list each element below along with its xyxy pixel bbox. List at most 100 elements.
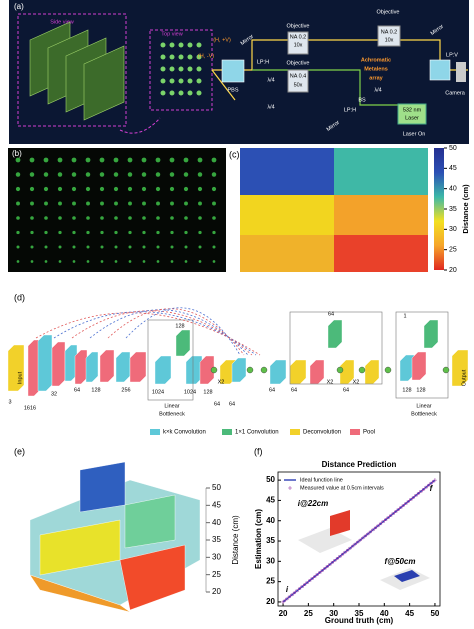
z-tick-label: 25 — [212, 570, 221, 579]
layer-block — [411, 351, 427, 381]
x-tick-label: 20 — [279, 609, 288, 618]
layer-block — [364, 359, 380, 385]
inset-focus — [330, 510, 350, 536]
focal-spot — [170, 201, 174, 206]
focal-spot — [127, 172, 133, 177]
lens — [196, 90, 202, 96]
pbs — [221, 59, 245, 83]
camera — [456, 62, 466, 82]
network-label: 128 — [203, 389, 212, 395]
focal-spot — [72, 230, 76, 235]
focal-spot — [100, 245, 104, 249]
focal-spot — [197, 172, 203, 177]
focal-spot — [86, 230, 90, 235]
focal-spot — [113, 172, 119, 177]
measured-point — [331, 559, 336, 564]
network-label: X2 — [327, 379, 334, 385]
measured-point — [402, 502, 407, 507]
depth-region — [240, 195, 334, 235]
setup-label: NA 0.2 — [290, 34, 307, 40]
setup-label: Objective — [377, 9, 400, 15]
x-tick-label: 25 — [304, 609, 313, 618]
focal-spot — [211, 172, 217, 177]
layer-block — [231, 357, 247, 383]
network-label: X2 — [353, 379, 360, 385]
measured-point — [324, 565, 329, 570]
focal-spot — [184, 216, 188, 220]
measured-point — [357, 539, 361, 544]
z-tick-label: 40 — [212, 518, 221, 527]
network-label: Bottleneck — [411, 411, 437, 417]
measured-point — [359, 537, 364, 541]
focal-spot — [43, 172, 49, 177]
network-label: 128 — [402, 387, 411, 393]
surface-facet — [79, 461, 126, 513]
focal-spot — [155, 186, 161, 192]
focal-spot — [142, 216, 146, 220]
focal-spot — [128, 201, 132, 206]
chart-title: Distance Prediction — [322, 460, 397, 469]
layer-block — [154, 355, 172, 385]
measured-point — [329, 561, 334, 566]
network-label: 64 — [229, 401, 235, 407]
focal-spot — [44, 216, 48, 220]
measured-point — [405, 500, 410, 505]
focal-spot — [43, 157, 49, 163]
measured-point — [400, 504, 405, 509]
measured-point — [384, 516, 389, 521]
focal-spot — [128, 245, 132, 249]
layer-block — [289, 359, 307, 385]
z-tick-label: 35 — [212, 535, 221, 544]
focal-spot — [29, 186, 35, 192]
network-label: 64 — [343, 387, 349, 393]
x-tick-label: 50 — [430, 609, 439, 618]
colorbar-tick-label: 40 — [449, 186, 457, 193]
view-arrow — [119, 117, 161, 134]
focal-spot — [44, 260, 48, 263]
legend-label: 1×1 Convolution — [235, 430, 279, 436]
skip-connection — [107, 308, 245, 356]
layer-block — [85, 351, 99, 383]
setup-label: Camera — [445, 90, 466, 96]
measured-point — [296, 587, 301, 592]
focal-spot — [212, 245, 216, 249]
focal-spot — [58, 216, 62, 220]
measured-point — [374, 524, 379, 529]
focal-spot — [197, 157, 203, 163]
network-label: Linear — [164, 403, 179, 409]
measured-point — [369, 528, 374, 533]
focal-spot — [114, 230, 118, 235]
focal-spot — [127, 157, 133, 163]
y-tick-label: 35 — [266, 536, 275, 545]
lens — [187, 54, 193, 60]
setup-label: NA 0.2 — [381, 29, 398, 35]
focal-spot — [30, 201, 34, 206]
lens — [178, 42, 184, 48]
focal-spot — [99, 157, 105, 163]
layer-block — [37, 334, 53, 392]
lens — [160, 42, 166, 48]
depth-region — [240, 235, 334, 272]
lens — [160, 90, 166, 96]
objective-box — [287, 69, 309, 93]
measured-point — [417, 490, 422, 495]
focal-spot — [86, 201, 90, 206]
lens — [187, 66, 193, 72]
setup-label: NA 0.4 — [290, 73, 307, 79]
network-label: 64 — [214, 401, 220, 407]
focal-spot — [29, 172, 35, 177]
lens — [178, 78, 184, 84]
focal-spot — [142, 245, 146, 249]
focal-spot — [85, 157, 91, 163]
y-tick-label: 50 — [266, 475, 275, 484]
layer-block — [51, 341, 66, 387]
focal-spot — [141, 157, 147, 163]
setup-label: Objective — [287, 23, 310, 29]
objective-box — [377, 25, 401, 47]
setup-label: λ/4 — [267, 104, 274, 110]
focal-spot — [184, 245, 188, 249]
network-label: 32 — [51, 391, 57, 397]
laser-box — [397, 103, 427, 125]
colorbar — [434, 148, 444, 270]
